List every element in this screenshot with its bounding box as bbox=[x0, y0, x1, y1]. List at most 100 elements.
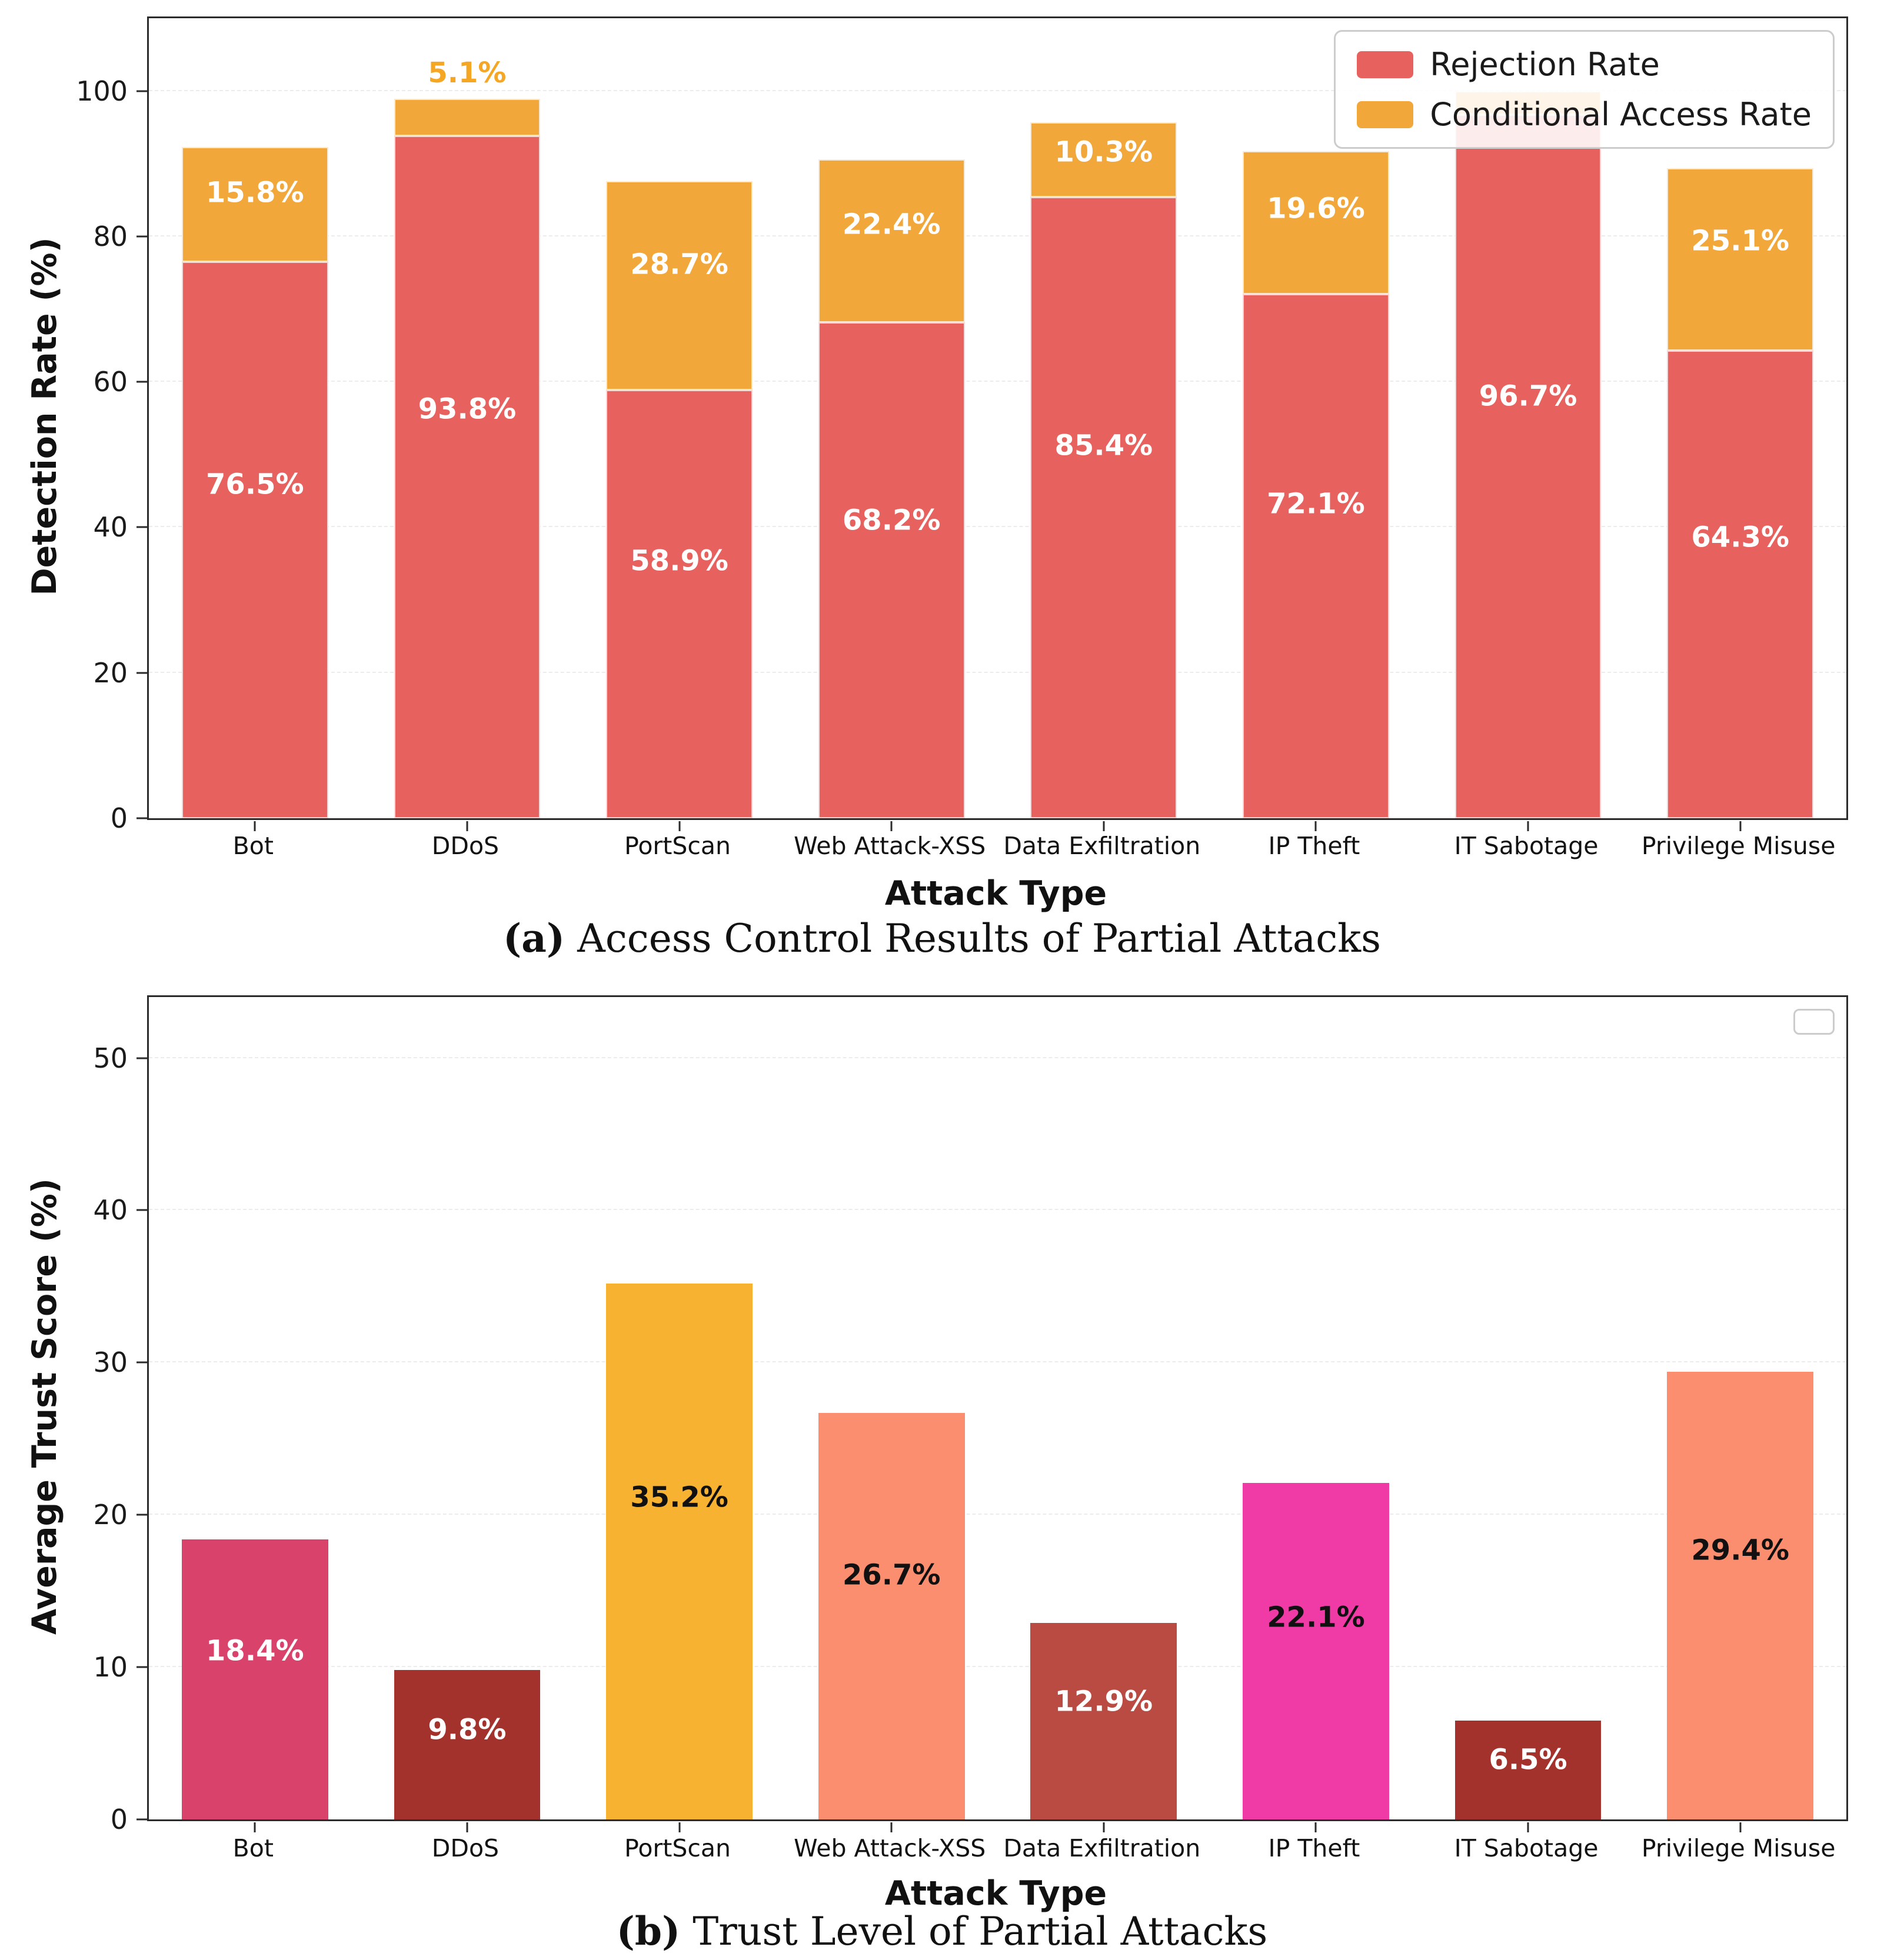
gridline bbox=[149, 1514, 1846, 1515]
stacked-bar-it-sabotage: 96.7% bbox=[1454, 18, 1602, 818]
bar-ip-theft: 22.1% bbox=[1243, 1482, 1389, 1819]
rejection-rate-swatch bbox=[1357, 51, 1414, 78]
bar-privilege-misuse: 29.4% bbox=[1667, 1371, 1814, 1819]
rejection-rate-segment: 58.9% bbox=[606, 389, 753, 818]
conditional-access-rate-segment: 22.4% bbox=[818, 159, 965, 322]
x-tick-label-portscan: PortScan bbox=[624, 1834, 731, 1862]
bar-value-label: 96.7% bbox=[1479, 379, 1577, 413]
x-tick-mark bbox=[1314, 1822, 1317, 1832]
bar-value-label: 85.4% bbox=[1054, 429, 1153, 462]
gridline bbox=[149, 1056, 1846, 1058]
x-tick-mark bbox=[890, 1822, 893, 1832]
conditional-access-rate-segment: 25.1% bbox=[1667, 168, 1814, 351]
x-tick-mark bbox=[1103, 821, 1105, 831]
y-tick-label: 20 bbox=[93, 1499, 128, 1531]
bar-value-label-above: 5.1% bbox=[428, 56, 507, 90]
x-tick-labels: Bot DDoS PortScan Web Attack-XSS Data Exfilt… bbox=[147, 1834, 1845, 1862]
x-tick-label-bot: Bot bbox=[232, 1834, 274, 1862]
y-tick-label: 40 bbox=[93, 1194, 128, 1226]
legend-label: Conditional Access Rate bbox=[1430, 96, 1812, 133]
bar-group-ip-theft: 19.6% 72.1% bbox=[1210, 18, 1422, 818]
gridline bbox=[149, 235, 1846, 236]
caption-text: Trust Level of Partial Attacks bbox=[680, 1909, 1268, 1954]
gridline bbox=[149, 1666, 1846, 1668]
x-tick-label-it-sabotage: IT Sabotage bbox=[1454, 1834, 1599, 1862]
y-tick-label: 80 bbox=[93, 220, 128, 252]
x-tick-label-it-sabotage: IT Sabotage bbox=[1454, 832, 1599, 860]
x-tick-labels: Bot DDoS PortScan Web Attack-XSS Data Exfilt… bbox=[147, 832, 1845, 860]
bar-value-label: 25.1% bbox=[1691, 224, 1789, 258]
x-tick-label-privilege-misuse: Privilege Misuse bbox=[1641, 1834, 1836, 1862]
bar-group-it-sabotage: 6.5% bbox=[1422, 997, 1635, 1819]
figure-caption-b: (b) Trust Level of Partial Attacks bbox=[0, 1908, 1884, 1954]
x-tick-mark bbox=[890, 821, 893, 831]
bar-value-label: 76.5% bbox=[206, 468, 304, 501]
bar-value-label: 9.8% bbox=[428, 1713, 507, 1746]
bar-value-label: 18.4% bbox=[206, 1634, 304, 1668]
stacked-bar-web-attack-xss: 22.4% 68.2% bbox=[818, 18, 965, 818]
rejection-rate-segment: 68.2% bbox=[818, 322, 965, 818]
x-tick-mark bbox=[678, 821, 681, 831]
x-tick-label-web-attack-xss: Web Attack-XSS bbox=[794, 1834, 986, 1862]
y-tick-label: 40 bbox=[93, 511, 128, 544]
legend: Rejection Rate Conditional Access Rate bbox=[1334, 30, 1835, 149]
conditional-access-rate-segment: 10.3% bbox=[1030, 122, 1177, 198]
y-axis-label: Average Trust Score (%) bbox=[25, 1178, 64, 1635]
rejection-rate-segment: 96.7% bbox=[1454, 115, 1602, 818]
bar-value-label: 72.1% bbox=[1267, 487, 1365, 521]
gridline bbox=[149, 89, 1846, 91]
x-tick-mark bbox=[466, 821, 468, 831]
x-tick-mark bbox=[1739, 821, 1742, 831]
bar-value-label: 19.6% bbox=[1267, 192, 1365, 225]
bar-group-portscan: 35.2% bbox=[573, 997, 785, 1819]
x-tick-mark bbox=[1739, 1822, 1742, 1832]
rejection-rate-segment: 76.5% bbox=[181, 262, 328, 818]
bar-group-privilege-misuse: 25.1% 64.3% bbox=[1634, 18, 1846, 818]
bar-group-bot: 15.8% 76.5% bbox=[149, 18, 361, 818]
x-tick-mark bbox=[1314, 821, 1317, 831]
bar-group-bot: 18.4% bbox=[149, 997, 361, 1819]
bar-group-web-attack-xss: 22.4% 68.2% bbox=[785, 18, 998, 818]
legend-label: Rejection Rate bbox=[1430, 46, 1660, 83]
bars-layer: 18.4% 9.8% 35.2% 26.7% 12.9% 22.1% 6.5% 29.4% bbox=[149, 997, 1846, 1819]
plot-area-b: 0 10 20 30 40 50 18.4% 9.8% 35.2% 26.7% 12.9% 22.1%… bbox=[93, 995, 1848, 1833]
bar-value-label: 10.3% bbox=[1054, 135, 1153, 169]
bar-group-privilege-misuse: 29.4% bbox=[1634, 997, 1846, 1819]
stacked-bar-ip-theft: 19.6% 72.1% bbox=[1243, 18, 1389, 818]
bar-value-label: 28.7% bbox=[630, 248, 728, 281]
y-tick-label: 0 bbox=[110, 1804, 128, 1835]
bar-data-exfiltration: 12.9% bbox=[1030, 1623, 1177, 1819]
conditional-access-rate-segment: 15.8% bbox=[181, 146, 328, 262]
rejection-rate-segment: 85.4% bbox=[1030, 197, 1177, 818]
bar-group-portscan: 28.7% 58.9% bbox=[573, 18, 785, 818]
figure-caption-a: (a) Access Control Results of Partial At… bbox=[0, 915, 1884, 961]
plot-area-a: 0 20 40 60 80 100 15.8% 76.5% 93.8% 5.1% 28.7% 58.9… bbox=[76, 16, 1848, 832]
conditional-access-rate-segment bbox=[394, 99, 541, 136]
bar-group-ddos: 9.8% bbox=[361, 997, 574, 1819]
x-tick-label-privilege-misuse: Privilege Misuse bbox=[1641, 832, 1836, 860]
gridline bbox=[149, 526, 1846, 528]
caption-label: (b) bbox=[616, 1908, 681, 1954]
bar-value-label: 68.2% bbox=[842, 504, 941, 538]
bar-value-label: 6.5% bbox=[1489, 1743, 1567, 1776]
legend bbox=[1793, 1009, 1835, 1035]
y-tick-mark bbox=[137, 235, 147, 238]
x-axis-label: Attack Type bbox=[884, 1874, 1107, 1913]
x-tick-mark bbox=[466, 1822, 468, 1832]
x-tick-mark bbox=[678, 1822, 681, 1832]
y-tick-label: 10 bbox=[93, 1651, 128, 1684]
y-tick-mark bbox=[137, 1057, 147, 1059]
bar-value-label: 22.4% bbox=[842, 208, 941, 241]
gridline bbox=[149, 381, 1846, 382]
rejection-rate-segment: 72.1% bbox=[1243, 294, 1389, 818]
x-tick-mark bbox=[1103, 1822, 1105, 1832]
bar-group-it-sabotage: 96.7% bbox=[1422, 18, 1635, 818]
x-tick-label-ddos: DDoS bbox=[431, 832, 500, 860]
bar-value-label: 26.7% bbox=[842, 1558, 941, 1592]
bar-group-ddos: 93.8% 5.1% bbox=[361, 18, 574, 818]
x-tick-label-data-exfiltration: Data Exfiltration bbox=[1003, 832, 1201, 860]
bar-group-data-exfiltration: 10.3% 85.4% bbox=[998, 18, 1210, 818]
conditional-access-rate-swatch bbox=[1357, 101, 1414, 128]
rejection-rate-segment: 93.8% bbox=[394, 136, 541, 818]
y-tick-label: 30 bbox=[93, 1346, 128, 1379]
